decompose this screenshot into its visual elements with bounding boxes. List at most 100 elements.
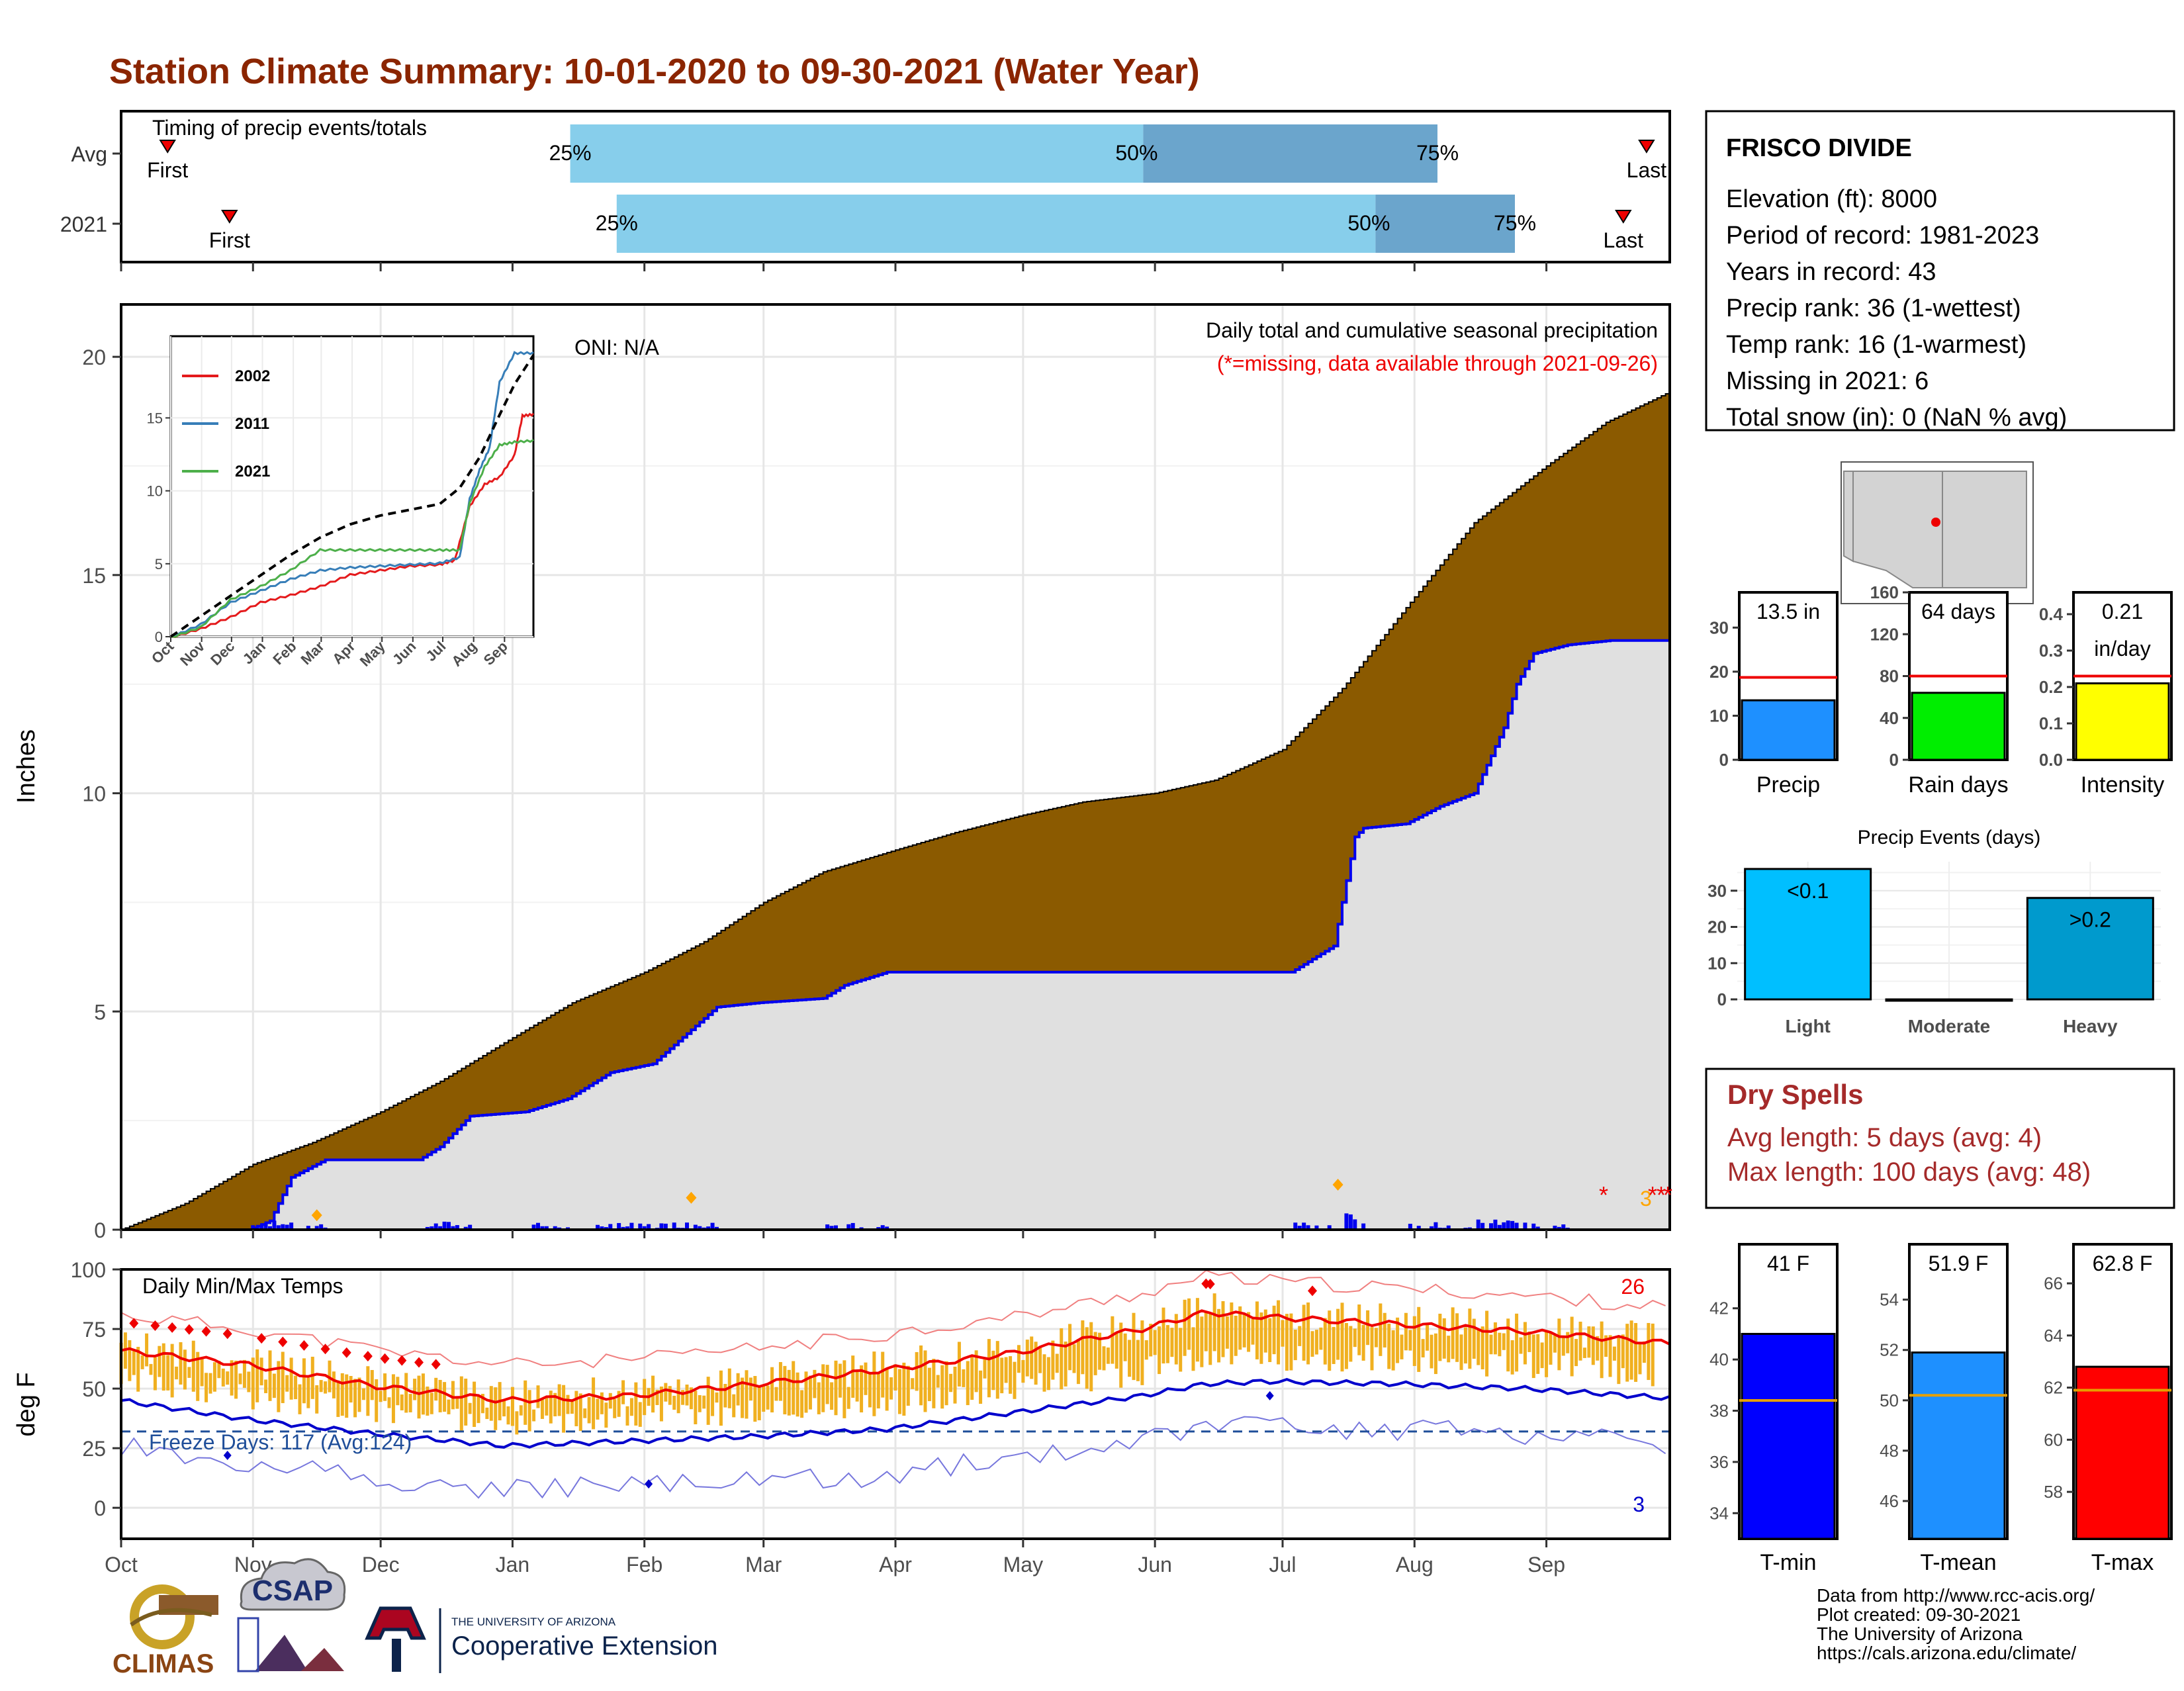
daily-temp-bar: [698, 1395, 702, 1412]
missing-marker: *: [1599, 1181, 1608, 1209]
daily-temp-bar: [1068, 1324, 1072, 1371]
daily-temp-bar: [417, 1375, 421, 1419]
temp-summary-name: T-min: [1760, 1550, 1817, 1575]
summary-ytick-label: 0: [1719, 750, 1729, 770]
daily-temp-bar: [128, 1340, 132, 1381]
timing-row-label: 2021: [60, 212, 107, 236]
daily-precip-bar: [451, 1226, 455, 1230]
inset-series-line: [170, 412, 535, 638]
daily-precip-bar: [430, 1226, 434, 1230]
timing-q25-label: 25%: [596, 211, 638, 235]
daily-temp-bar: [1200, 1316, 1204, 1367]
daily-temp-bar: [1098, 1332, 1102, 1370]
temp-summary-ytick-label: 54: [1880, 1290, 1899, 1310]
daily-temp-bar: [608, 1393, 612, 1409]
record-high-marker: [299, 1340, 309, 1351]
inset-ytick-label: 5: [155, 556, 163, 572]
daily-temp-bar: [306, 1377, 310, 1408]
daily-temp-bar: [1060, 1328, 1064, 1390]
daily-precip-bar: [540, 1226, 545, 1230]
summary-bars: 13.5 in 0 10 20 30 Precip 64 days 0 40 80 120 160 Ra…: [1709, 582, 2173, 798]
precip-event-category: Light: [1785, 1016, 1830, 1036]
daily-temp-bar: [659, 1386, 663, 1422]
daily-temp-bar: [944, 1361, 948, 1406]
daily-temp-bar: [294, 1375, 298, 1400]
daily-temp-bar: [153, 1357, 157, 1391]
temp-ylabel: deg F: [13, 1372, 40, 1436]
daily-temp-bar: [285, 1375, 289, 1392]
daily-temp-bar: [396, 1377, 400, 1406]
daily-temp-bar: [1000, 1357, 1004, 1394]
daily-precip-bar: [600, 1226, 604, 1230]
daily-temp-bar: [247, 1371, 251, 1393]
summary-ytick-label: 80: [1880, 666, 1899, 686]
daily-temp-bar: [1536, 1334, 1540, 1374]
page-title: Station Climate Summary: 10-01-2020 to 0…: [109, 52, 1200, 91]
daily-temp-bar: [187, 1367, 191, 1378]
daily-temp-bar: [1302, 1304, 1306, 1361]
daily-precip-bar: [1489, 1223, 1493, 1230]
daily-temp-bar: [387, 1397, 391, 1408]
locator-map: [1841, 461, 2034, 604]
daily-temp-bar: [1242, 1314, 1246, 1348]
daily-temp-bar: [519, 1405, 523, 1416]
daily-temp-bar: [459, 1376, 463, 1431]
daily-temp-bar: [319, 1380, 323, 1393]
daily-temp-bar: [205, 1373, 208, 1402]
daily-temp-bar: [906, 1365, 910, 1406]
timing-header: Timing of precip events/totals: [152, 116, 427, 140]
daily-temp-bar: [1336, 1308, 1340, 1360]
daily-temp-bar: [1128, 1340, 1132, 1377]
daily-temp-bar: [447, 1399, 451, 1414]
daily-temp-bar: [1621, 1334, 1625, 1369]
daily-temp-bar: [226, 1371, 230, 1385]
daily-temp-bar: [787, 1369, 791, 1416]
daily-temp-bar: [464, 1379, 468, 1426]
temp-summary-ytick-label: 50: [1880, 1391, 1899, 1410]
month-label: Dec: [362, 1553, 400, 1577]
station-name: FRISCO DIVIDE: [1726, 134, 1912, 162]
daily-temp-bar: [1617, 1337, 1621, 1385]
timing-bar-50-75: [1375, 195, 1515, 253]
daily-temp-bar: [506, 1406, 510, 1425]
daily-temp-bar: [1387, 1323, 1391, 1369]
dry-spells-box: Dry Spells Avg length: 5 days (avg: 4) M…: [1705, 1068, 2175, 1209]
precip-event-bar-label: <0.1: [1787, 879, 1829, 903]
daily-temp-bar: [145, 1333, 149, 1367]
daily-precip-bar: [846, 1224, 851, 1230]
daily-temp-bar: [208, 1373, 212, 1394]
daily-temp-bar: [170, 1344, 174, 1398]
daily-precip-bar: [468, 1224, 473, 1230]
daily-temp-bar: [132, 1351, 136, 1375]
daily-temp-bar: [430, 1393, 433, 1414]
month-label: Mar: [745, 1553, 782, 1577]
daily-precip-bar: [1557, 1226, 1561, 1230]
summary-ytick-label: 30: [1709, 617, 1729, 637]
temp-summary-ytick-label: 34: [1709, 1503, 1729, 1523]
climas-logo-text: CLIMAS: [113, 1649, 214, 1678]
daily-temp-bar: [1102, 1346, 1106, 1371]
daily-temp-bar: [672, 1395, 676, 1410]
daily-temp-bar: [238, 1373, 242, 1385]
daily-temp-bar: [1383, 1312, 1387, 1348]
daily-temp-bar: [1587, 1326, 1591, 1358]
daily-temp-bar: [995, 1341, 999, 1399]
summary-bar-value: 13.5 in: [1756, 600, 1820, 623]
daily-temp-bar: [175, 1366, 179, 1380]
temp-summary-ytick-label: 42: [1709, 1299, 1729, 1318]
daily-temp-bar: [1493, 1322, 1497, 1355]
precip-ytick-label: 5: [94, 1000, 106, 1024]
daily-temp-bar: [681, 1390, 685, 1405]
daily-temp-bar: [842, 1360, 846, 1418]
daily-temp-bar: [357, 1377, 361, 1412]
daily-temp-bar: [375, 1379, 379, 1422]
daily-temp-bar: [732, 1394, 736, 1418]
daily-temp-bar: [1217, 1308, 1221, 1363]
temp-header: Daily Min/Max Temps: [142, 1274, 343, 1298]
station-frame: [1705, 110, 2175, 432]
daily-temp-bar: [578, 1393, 582, 1432]
daily-precip-bar: [1553, 1225, 1557, 1230]
daily-temp-bar: [400, 1394, 404, 1410]
daily-temp-bar: [723, 1384, 727, 1408]
daily-temp-bar: [1527, 1331, 1531, 1352]
